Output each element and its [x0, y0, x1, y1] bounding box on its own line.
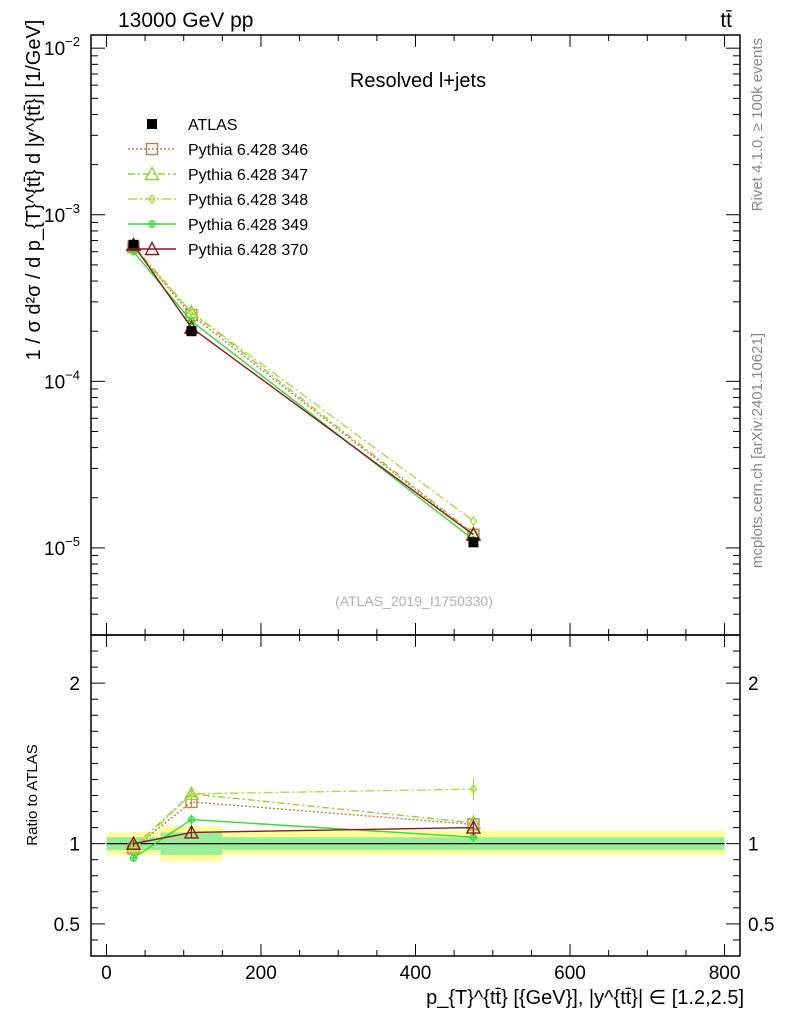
legend-marker-2 [148, 193, 156, 205]
data-point-2 [468, 537, 479, 548]
series-line-2 [132, 247, 474, 522]
ratio-2-point-2 [469, 783, 478, 795]
x-axis-label: p_{T}^{tt̄} [{GeV}], |y^{tt̄}| ∈ [1.2,2.… [426, 987, 744, 1009]
ratio-2-point-1 [187, 788, 196, 800]
analysis-watermark: (ATLAS_2019_I1750330) [335, 593, 493, 609]
ratio-tick-label-right-0: 0.5 [748, 915, 774, 936]
ratio-lines [125, 777, 482, 863]
x-tick-label-0: 0 [101, 963, 112, 984]
ratio-tick-label-2: 2 [69, 674, 80, 695]
series-2-point-2 [469, 515, 478, 527]
ratio-y-axis-label: Ratio to ATLAS [24, 744, 41, 845]
legend-marker-1 [144, 166, 160, 181]
legend-label-0: Pythia 6.428 346 [188, 142, 308, 159]
legend-label-4: Pythia 6.428 370 [188, 242, 308, 259]
legend-marker-4 [144, 241, 160, 256]
y-axis-label: 1 / σ d²σ / d p_{T}^{tt̄} d |y^{tt̄}| [1… [23, 20, 45, 361]
y-tick-label-0: 10−5 [44, 534, 80, 560]
legend-marker-3 [148, 220, 156, 228]
legend: ATLAS Pythia 6.428 346 Pythia 6.428 347 Pyt… [128, 117, 308, 259]
side-label-rivet: Rivet 4.1.0, ≥ 100k events [749, 38, 766, 211]
x-tick-label-4: 800 [709, 963, 741, 984]
ratio-tick-label-right-1: 1 [748, 835, 759, 856]
axes: 0 200 400 600 800 10−5 10−4 10−3 10−2 0.5 0.5 1 1 2 2 [44, 34, 774, 984]
data-point-1 [186, 326, 197, 337]
x-tick-label-3: 600 [554, 963, 586, 984]
series-line-4 [132, 244, 474, 536]
header-left: 13000 GeV pp [118, 9, 253, 32]
legend-marker-atlas [147, 119, 157, 129]
ratio-3-point-1 [187, 815, 196, 824]
ratio-tick-label-0: 0.5 [54, 915, 80, 936]
header-right: tt̄ [720, 9, 732, 32]
side-label-mcplots: mcplots.cern.ch [arXiv:2401.10621] [749, 333, 766, 568]
series-line-0 [132, 246, 474, 536]
series-line-1 [132, 245, 474, 535]
ratio-4-point-2 [465, 819, 482, 834]
legend-label-1: Pythia 6.428 347 [188, 167, 308, 184]
ratio-line-0 [133, 801, 474, 850]
panel-title: Resolved l+jets [350, 70, 486, 92]
legend-label-3: Pythia 6.428 349 [188, 217, 308, 234]
ratio-4-point-0 [125, 835, 142, 850]
data-points [128, 239, 479, 548]
x-tick-label-1: 200 [245, 963, 277, 984]
legend-label-atlas: ATLAS [188, 117, 238, 134]
y-tick-label-1: 10−4 [44, 367, 80, 393]
data-point-0 [128, 239, 139, 250]
ratio-frame [90, 634, 741, 957]
legend-label-2: Pythia 6.428 348 [188, 192, 308, 209]
ratio-4-point-1 [183, 824, 200, 839]
y-tick-label-3: 10−2 [44, 34, 80, 60]
ratio-tick-label-1: 1 [69, 835, 80, 856]
series-lines [125, 236, 482, 544]
ratio-3-point-0 [129, 854, 138, 863]
series-2-point-1 [187, 307, 196, 318]
y-tick-label-2: 10−3 [44, 201, 80, 227]
legend-marker-0 [145, 142, 159, 156]
ratio-tick-label-right-2: 2 [748, 674, 759, 695]
x-tick-label-2: 400 [400, 963, 432, 984]
